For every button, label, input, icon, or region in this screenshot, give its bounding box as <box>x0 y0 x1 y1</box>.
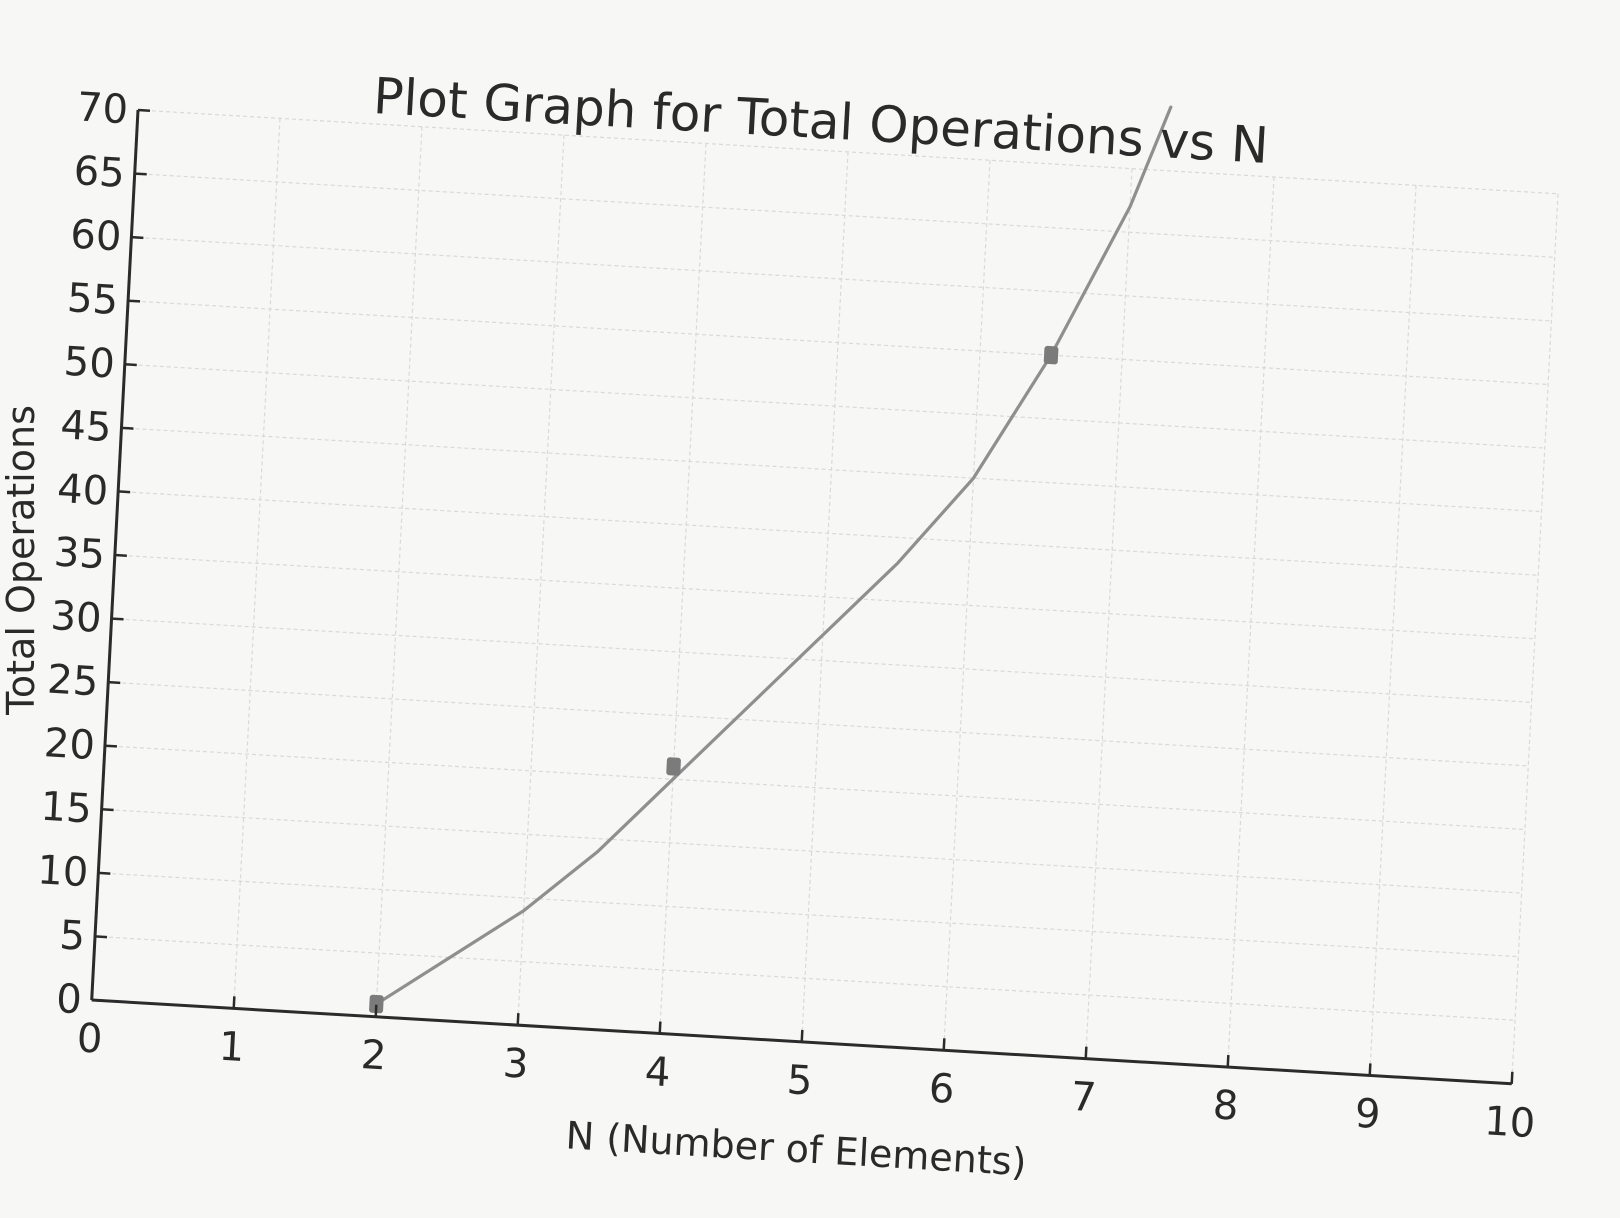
grid <box>94 109 1559 1084</box>
x-tick <box>658 1021 662 1034</box>
x-gridline <box>1511 193 1559 1084</box>
y-gridline <box>124 363 1545 449</box>
y-tick-label: 25 <box>46 657 99 706</box>
x-gridline <box>943 160 991 1051</box>
x-tick <box>1368 1063 1372 1076</box>
x-axis-label: N (Number of Elements) <box>565 1113 1028 1184</box>
x-tick <box>1226 1054 1230 1068</box>
chart-title: Plot Graph for Total Operations vs N <box>372 67 1270 175</box>
x-tick <box>374 1004 378 1017</box>
y-tick-label: 55 <box>66 275 119 324</box>
x-gridline <box>1369 185 1417 1076</box>
y-tick <box>118 490 131 494</box>
x-tick-label: 5 <box>786 1057 814 1104</box>
x-gridline <box>375 126 423 1017</box>
y-tick <box>91 998 104 1002</box>
x-tick-label: 7 <box>1070 1074 1098 1121</box>
y-tick <box>94 935 108 939</box>
x-tick-label: 10 <box>1483 1098 1536 1147</box>
y-tick <box>121 426 134 430</box>
y-tick-label: 70 <box>76 84 129 133</box>
x-gridline <box>517 135 565 1026</box>
y-tick <box>137 108 151 112</box>
plot-area: 0 1 2 3 4 5 6 7 8 9 100510152025303540455055606570… <box>36 84 1559 1184</box>
y-tick-label: 50 <box>63 339 116 388</box>
y-tick <box>134 172 147 176</box>
y-tick <box>101 808 114 812</box>
y-tick-label: 30 <box>49 593 102 642</box>
y-tick-label: 35 <box>53 529 106 578</box>
y-tick <box>124 363 137 367</box>
data-point-marker <box>369 994 384 1014</box>
y-tick-label: 15 <box>39 784 92 833</box>
x-tick <box>90 987 94 1001</box>
x-tick <box>516 1013 520 1026</box>
x-tick-label: 8 <box>1212 1082 1240 1129</box>
y-tick <box>131 235 144 240</box>
y-gridline <box>121 427 1542 513</box>
x-tick-label: 9 <box>1354 1091 1382 1138</box>
y-gridline <box>94 935 1516 1021</box>
y-gridline <box>104 745 1525 831</box>
y-tick-label: 0 <box>55 976 83 1023</box>
y-tick-label: 20 <box>43 720 96 769</box>
y-gridline <box>131 236 1552 322</box>
x-tick <box>1084 1046 1088 1059</box>
y-gridline <box>108 681 1529 767</box>
x-tick-label: 4 <box>644 1049 672 1096</box>
y-tick-label: 60 <box>69 212 122 261</box>
y-gridline <box>128 300 1549 386</box>
marker-layer <box>369 345 1059 1014</box>
y-tick-label: 5 <box>58 912 86 959</box>
y-gridline <box>98 872 1519 958</box>
y-gridline <box>111 617 1532 703</box>
y-tick <box>98 871 111 875</box>
y-tick <box>108 680 121 685</box>
y-tick-label: 10 <box>36 847 89 896</box>
y-gridline <box>134 172 1555 258</box>
x-tick <box>232 996 236 1009</box>
y-axis-label: Total Operations <box>0 405 43 716</box>
x-tick <box>942 1038 946 1051</box>
y-gridline <box>114 554 1535 640</box>
x-tick-label: 2 <box>360 1032 388 1079</box>
y-gridline <box>118 490 1539 576</box>
y-tick-label: 45 <box>59 402 112 451</box>
y-gridline <box>101 808 1522 894</box>
x-tick <box>800 1029 804 1042</box>
x-tick <box>1510 1071 1514 1084</box>
data-point-marker <box>666 757 681 776</box>
y-gridline <box>137 109 1559 195</box>
series-line-0 <box>374 105 1173 1006</box>
series-layer <box>374 105 1173 1006</box>
x-tick-label: 6 <box>928 1066 956 1113</box>
x-tick-label: 0 <box>76 1015 104 1062</box>
x-tick-label: 1 <box>218 1024 246 1071</box>
data-point-marker <box>1043 345 1059 365</box>
y-tick <box>111 617 124 621</box>
y-tick-label: 40 <box>56 466 109 515</box>
y-tick <box>114 553 127 557</box>
y-tick-label: 65 <box>73 148 126 197</box>
y-tick <box>104 744 118 748</box>
y-tick <box>128 299 141 303</box>
x-tick-label: 3 <box>502 1040 530 1087</box>
